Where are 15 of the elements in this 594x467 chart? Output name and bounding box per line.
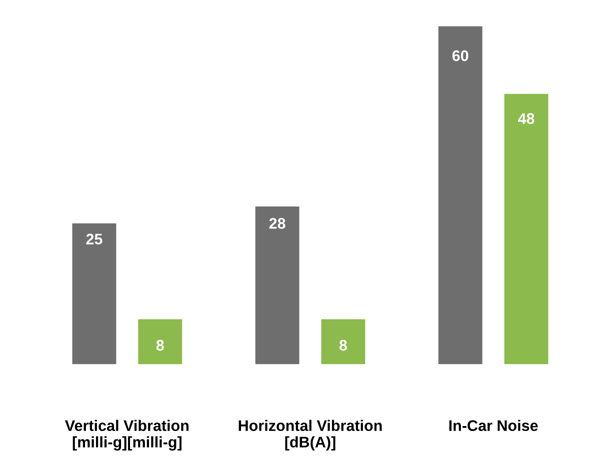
data-label: 48 bbox=[518, 113, 534, 124]
x-tick-label: In-Car Noise bbox=[449, 420, 538, 432]
data-label: 25 bbox=[86, 234, 102, 244]
bar bbox=[321, 319, 366, 364]
bar bbox=[138, 319, 182, 364]
data-label: 28 bbox=[269, 218, 286, 229]
bar bbox=[255, 206, 300, 364]
x-tick-label: Horizontal Vibration [dB(A)] bbox=[238, 420, 382, 451]
bar bbox=[72, 223, 116, 364]
data-label: 8 bbox=[339, 340, 347, 351]
bar bbox=[438, 26, 482, 364]
bar bbox=[504, 94, 548, 364]
x-tick-label: Vertical Vibration [milli-g][milli-g] bbox=[65, 420, 189, 451]
data-label: 60 bbox=[452, 50, 468, 62]
data-label: 8 bbox=[156, 340, 164, 351]
